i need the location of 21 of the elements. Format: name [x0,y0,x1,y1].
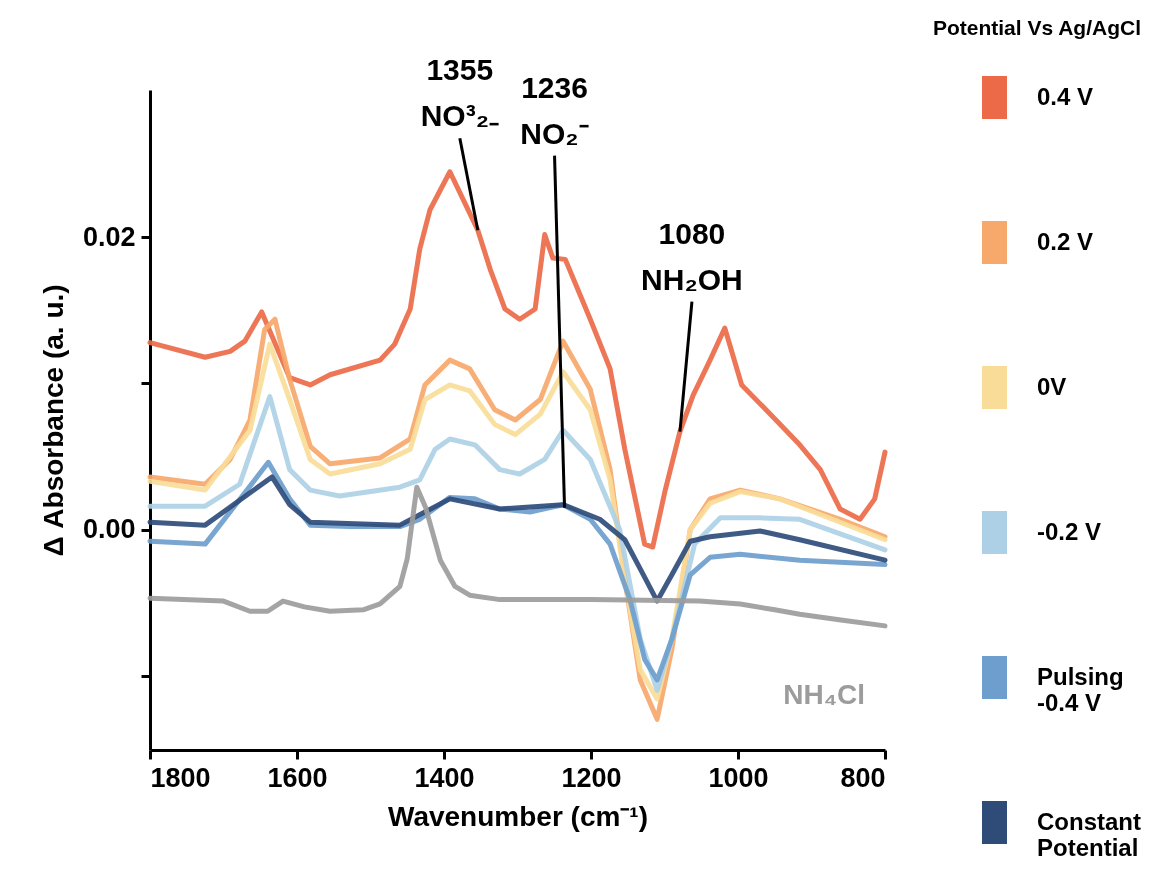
legend-label: Pulsing -0.4 V [1037,662,1124,716]
annotation: 1236 NO₂⁻ [520,70,589,150]
legend-label: 0.2 V [1037,227,1094,255]
legend-title: Potential Vs Ag/AgCl [932,16,1141,39]
y-tick-label: 0.00 [82,514,136,545]
x-axis-title: Wavenumber (cm⁻¹) [387,800,649,832]
x-tick-label: 1000 [708,762,769,793]
x-tick-label: 800 [840,762,886,793]
y-axis-title: Δ Absorbance (a. u.) [37,284,69,557]
annotation: 1355 NO³₂₋ [420,53,499,133]
series-label: NH₄Cl [783,678,865,710]
legend-label: Constant Potential [1037,807,1141,861]
x-tick-label: 1200 [561,762,622,793]
x-tick-label: 1600 [267,762,328,793]
y-tick-label: 0.02 [82,221,136,252]
annotation: 1080 NH₂OH [641,216,743,296]
legend-label: 0.4 V [1037,82,1094,110]
legend-label: 0V [1037,372,1067,400]
x-tick-label: 1800 [150,762,211,793]
x-tick-label: 1400 [414,762,475,793]
legend-label: -0.2 V [1037,517,1102,545]
